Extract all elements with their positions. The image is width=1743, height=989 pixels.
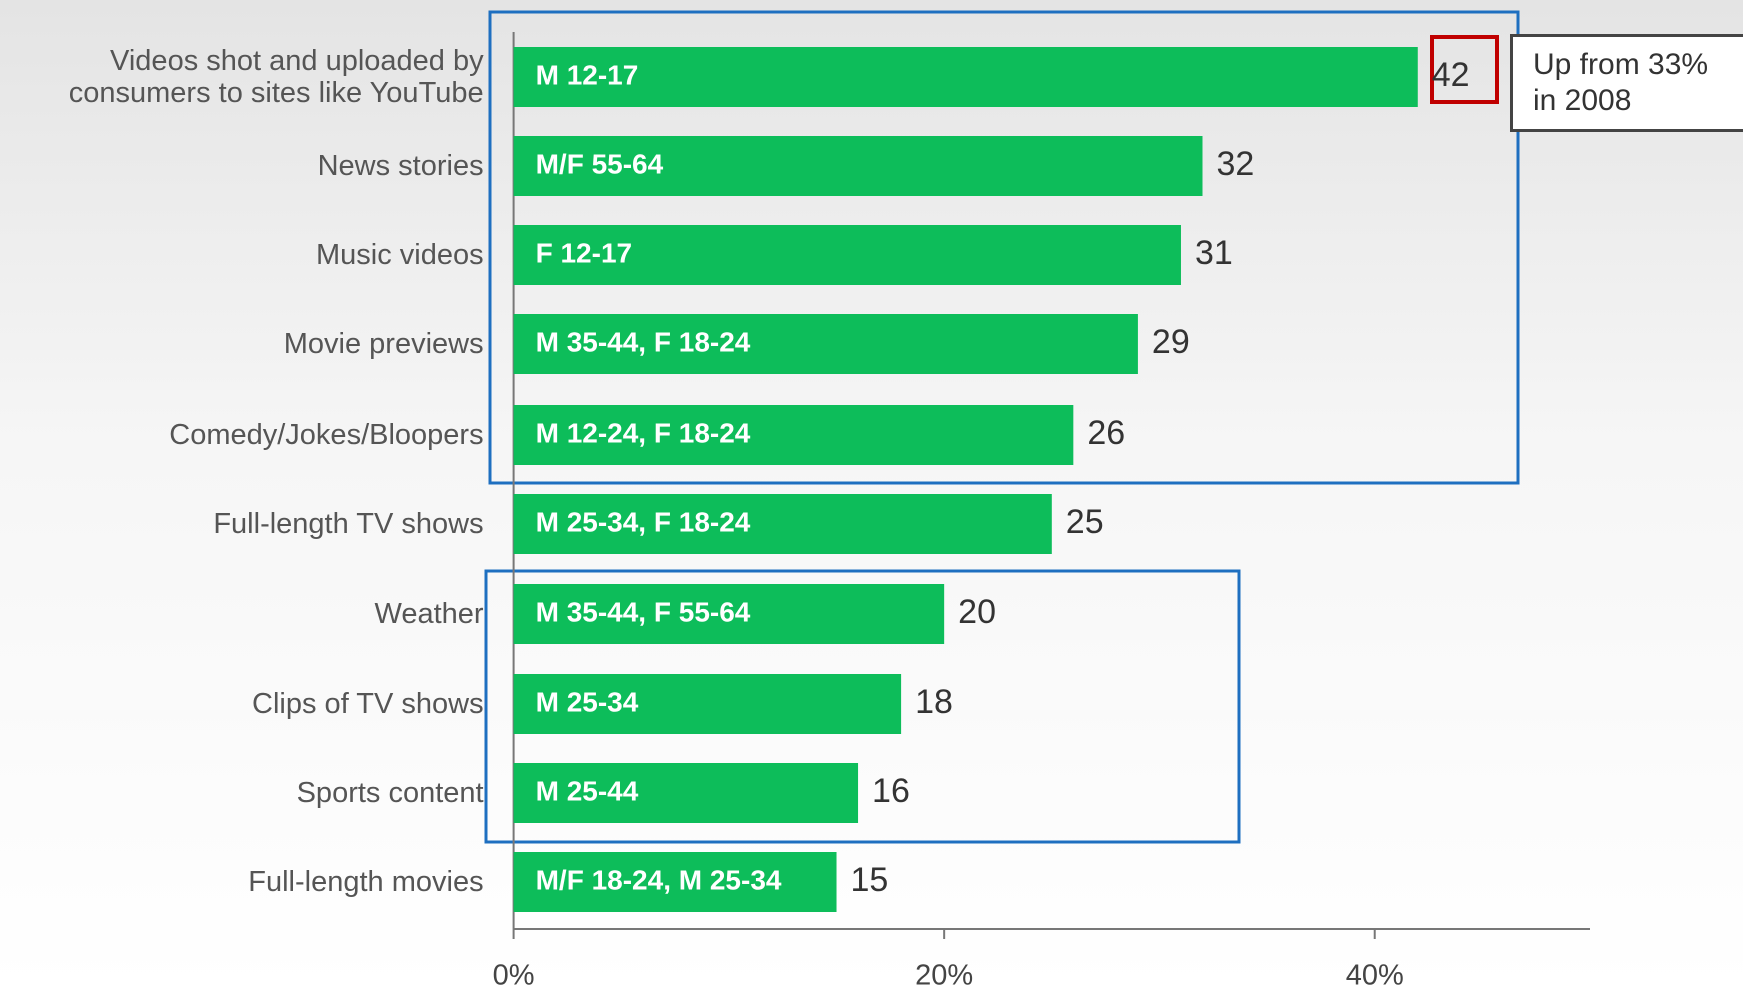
bar	[513, 494, 1052, 554]
category-label: Weather	[374, 598, 484, 630]
x-tick-label: 20%	[915, 960, 973, 989]
value-label: 20	[958, 593, 996, 631]
category-label: Sports content	[296, 777, 484, 809]
category-label: Music videos	[315, 239, 484, 271]
value-label: 18	[915, 683, 953, 721]
bar	[513, 852, 837, 912]
bar	[513, 674, 902, 734]
value-label: 32	[1216, 145, 1254, 183]
bar-label: F 12-17	[536, 237, 633, 268]
highlight-box	[488, 10, 1520, 485]
value-label: 15	[851, 861, 889, 899]
bar	[513, 314, 1138, 374]
bar	[513, 405, 1074, 465]
bar-label: M 35-44, F 18-24	[536, 326, 751, 357]
category-label: Clips of TV shows	[252, 688, 484, 720]
value-label: 25	[1066, 503, 1104, 541]
value-label: 26	[1087, 414, 1125, 452]
value-label: 42	[1432, 56, 1470, 94]
bar	[513, 136, 1203, 196]
bar-label: M 25-44	[536, 775, 639, 806]
bar	[513, 47, 1418, 107]
bar-label: M 12-17	[536, 59, 639, 90]
bar	[513, 584, 945, 644]
category-label: Comedy/Jokes/Bloopers	[169, 419, 484, 451]
value-label: 29	[1152, 323, 1190, 361]
bar	[513, 763, 859, 823]
x-tick-label: 40%	[1346, 960, 1404, 989]
category-label: News stories	[317, 150, 484, 182]
highlight-box	[484, 569, 1241, 844]
value-label: 31	[1195, 234, 1233, 272]
category-label: Full-length movies	[248, 866, 484, 898]
x-tick-label: 0%	[493, 960, 535, 989]
bar-label: M 35-44, F 55-64	[536, 596, 751, 627]
bar-label: M/F 55-64	[536, 148, 664, 179]
category-label: Full-length TV shows	[213, 508, 484, 540]
bar	[513, 225, 1181, 285]
bar-label: M/F 18-24, M 25-34	[536, 864, 782, 895]
bar-label: M 12-24, F 18-24	[536, 417, 751, 448]
category-label: Movie previews	[283, 328, 484, 360]
bar-label: M 25-34	[536, 686, 639, 717]
category-label: Videos shot and uploaded by consumers to…	[68, 45, 484, 109]
value-label: 16	[872, 772, 910, 810]
highlight-box	[1430, 35, 1499, 104]
annotation: Up from 33% in 2008	[1510, 34, 1743, 132]
bar-label: M 25-34, F 18-24	[536, 506, 751, 537]
